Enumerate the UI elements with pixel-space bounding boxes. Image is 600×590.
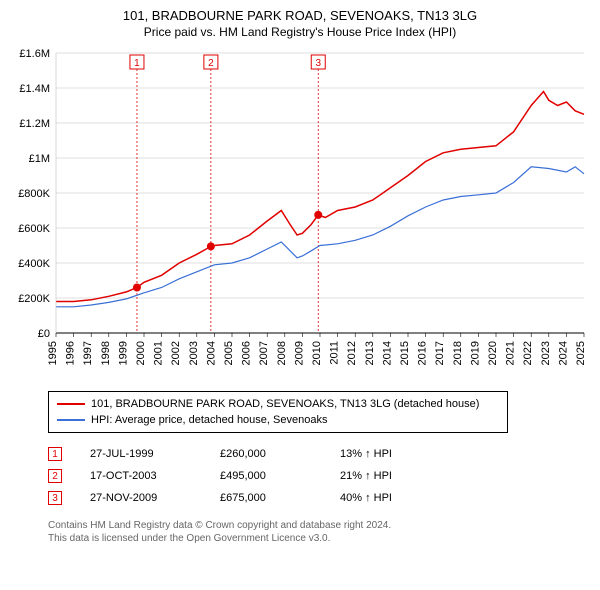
svg-text:2020: 2020 [487, 341, 499, 365]
svg-text:2000: 2000 [135, 341, 147, 365]
footer-line: This data is licensed under the Open Gov… [48, 532, 592, 545]
event-marker: 1 [48, 447, 62, 461]
svg-text:1: 1 [134, 58, 140, 69]
event-row: 3 27-NOV-2009£675,00040% ↑ HPI [48, 487, 592, 509]
event-table: 1 27-JUL-1999£260,00013% ↑ HPI 2 17-OCT-200… [48, 443, 592, 509]
svg-text:£200K: £200K [18, 293, 50, 305]
legend-row: HPI: Average price, detached house, Seve… [57, 412, 499, 428]
svg-text:£1.2M: £1.2M [19, 118, 50, 130]
svg-text:2008: 2008 [276, 341, 288, 365]
svg-text:2009: 2009 [293, 341, 305, 365]
attribution-footer: Contains HM Land Registry data © Crown c… [48, 519, 592, 545]
event-hpi: 21% ↑ HPI [340, 470, 440, 482]
svg-text:2005: 2005 [223, 341, 235, 365]
svg-text:2016: 2016 [417, 341, 429, 365]
event-price: £675,000 [220, 492, 340, 504]
chart-subtitle: Price paid vs. HM Land Registry's House … [8, 25, 592, 39]
svg-text:£0: £0 [38, 328, 50, 340]
svg-text:2: 2 [208, 58, 214, 69]
event-price: £260,000 [220, 448, 340, 460]
event-price: £495,000 [220, 470, 340, 482]
svg-text:2012: 2012 [346, 341, 358, 365]
svg-text:2025: 2025 [575, 341, 587, 365]
svg-text:2002: 2002 [170, 341, 182, 365]
chart-title: 101, BRADBOURNE PARK ROAD, SEVENOAKS, TN… [8, 8, 592, 23]
svg-text:2006: 2006 [241, 341, 253, 365]
svg-text:£1M: £1M [29, 153, 50, 165]
svg-text:2004: 2004 [205, 341, 217, 365]
event-marker: 3 [48, 491, 62, 505]
svg-text:1996: 1996 [65, 341, 77, 365]
svg-text:2015: 2015 [399, 341, 411, 365]
svg-text:2022: 2022 [522, 341, 534, 365]
legend-swatch [57, 403, 85, 405]
svg-text:1999: 1999 [117, 341, 129, 365]
footer-line: Contains HM Land Registry data © Crown c… [48, 519, 592, 532]
legend-swatch [57, 419, 85, 421]
svg-text:3: 3 [315, 58, 321, 69]
svg-text:2017: 2017 [434, 341, 446, 365]
event-date: 17-OCT-2003 [90, 470, 220, 482]
svg-text:2001: 2001 [153, 341, 165, 365]
event-date: 27-JUL-1999 [90, 448, 220, 460]
event-row: 1 27-JUL-1999£260,00013% ↑ HPI [48, 443, 592, 465]
svg-text:£800K: £800K [18, 188, 50, 200]
svg-text:1995: 1995 [47, 341, 59, 365]
price-chart: £0 £200K £400K £600K £800K £1M £1.2M £1.4M £1.6M… [8, 45, 592, 385]
legend: 101, BRADBOURNE PARK ROAD, SEVENOAKS, TN… [48, 391, 508, 433]
svg-text:£400K: £400K [18, 258, 50, 270]
svg-text:2018: 2018 [452, 341, 464, 365]
svg-text:2003: 2003 [188, 341, 200, 365]
svg-text:2024: 2024 [557, 341, 569, 365]
svg-text:£1.4M: £1.4M [19, 83, 50, 95]
event-hpi: 40% ↑ HPI [340, 492, 440, 504]
event-row: 2 17-OCT-2003£495,00021% ↑ HPI [48, 465, 592, 487]
svg-text:2014: 2014 [381, 341, 393, 365]
svg-text:£600K: £600K [18, 223, 50, 235]
legend-row: 101, BRADBOURNE PARK ROAD, SEVENOAKS, TN… [57, 396, 499, 412]
event-hpi: 13% ↑ HPI [340, 448, 440, 460]
svg-text:2021: 2021 [505, 341, 517, 365]
svg-text:2007: 2007 [258, 341, 270, 365]
svg-text:2019: 2019 [469, 341, 481, 365]
svg-text:2023: 2023 [540, 341, 552, 365]
legend-label: 101, BRADBOURNE PARK ROAD, SEVENOAKS, TN… [91, 398, 479, 410]
legend-label: HPI: Average price, detached house, Seve… [91, 414, 327, 426]
event-marker: 2 [48, 469, 62, 483]
event-date: 27-NOV-2009 [90, 492, 220, 504]
svg-text:£1.6M: £1.6M [19, 48, 50, 60]
svg-text:2013: 2013 [364, 341, 376, 365]
svg-text:1998: 1998 [100, 341, 112, 365]
svg-text:1997: 1997 [82, 341, 94, 365]
svg-text:2011: 2011 [329, 341, 341, 365]
svg-text:2010: 2010 [311, 341, 323, 365]
